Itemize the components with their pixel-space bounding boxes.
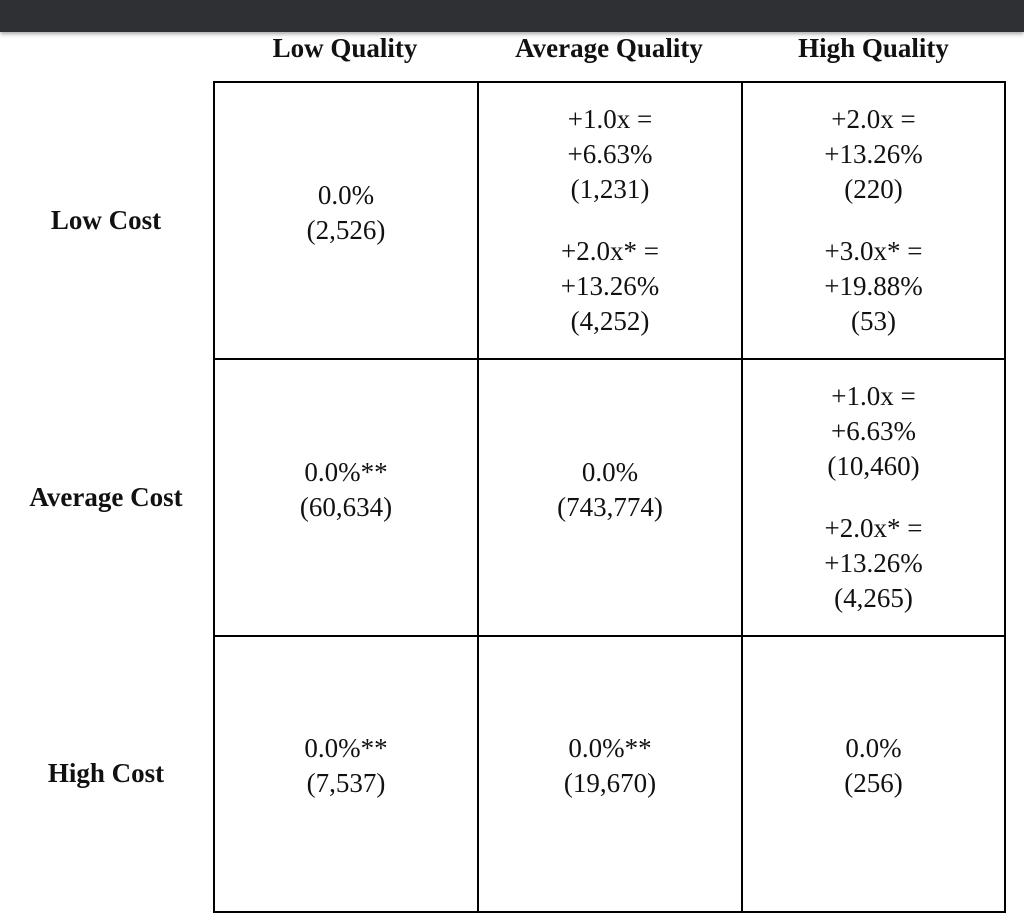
cell-percentage-alt: +13.26% xyxy=(824,548,923,578)
cell-count: (743,774) xyxy=(557,491,663,522)
cell-percentage: 0.0% xyxy=(317,179,375,210)
cell-count: (2,526) xyxy=(306,214,386,245)
cell-high-cost-low-quality: 0.0%** (7,537) xyxy=(215,637,479,911)
cell-count: (220) xyxy=(844,174,903,204)
cost-quality-matrix: 0.0% (2,526) +1.0x = +6.63% (1,231) +2.0… xyxy=(213,81,1006,913)
cell-percentage: +13.26% xyxy=(824,139,923,169)
cell-low-cost-average-quality: +1.0x = +6.63% (1,231) +2.0x* = +13.26% … xyxy=(479,83,743,360)
cell-high-cost-average-quality: 0.0%** (19,670) xyxy=(479,637,743,911)
row-header-high-cost: High Cost xyxy=(47,758,165,788)
cell-percentage: 0.0%** xyxy=(304,456,388,487)
cell-percentage: 0.0% xyxy=(845,733,902,763)
cell-multiplier-alt: +2.0x* = xyxy=(561,236,659,266)
cell-multiplier-alt: +2.0x* = xyxy=(824,513,923,543)
cell-percentage: +6.63% xyxy=(567,139,653,169)
cell-average-cost-high-quality: +1.0x = +6.63% (10,460) +2.0x* = +13.26%… xyxy=(743,360,1004,637)
cell-count: (1,231) xyxy=(570,174,650,204)
cell-percentage-alt: +19.88% xyxy=(824,271,923,301)
cell-percentage-alt: +13.26% xyxy=(560,271,660,301)
cell-count: (60,634) xyxy=(299,491,393,522)
cell-multiplier-alt: +3.0x* = xyxy=(824,236,923,266)
cell-multiplier: +1.0x = xyxy=(567,104,653,134)
column-header-low-quality: Low Quality xyxy=(272,33,418,63)
column-header-average-quality: Average Quality xyxy=(515,33,703,63)
top-toolbar xyxy=(0,0,1024,32)
cell-percentage: 0.0% xyxy=(581,456,639,487)
cell-percentage: 0.0%** xyxy=(304,733,388,763)
cell-average-cost-low-quality: 0.0%** (60,634) xyxy=(215,360,479,637)
cell-multiplier: +1.0x = xyxy=(831,381,916,411)
cell-count: (7,537) xyxy=(306,768,386,798)
cell-high-cost-high-quality: 0.0% (256) xyxy=(743,637,1004,911)
cell-count: (256) xyxy=(844,768,903,798)
cell-low-cost-high-quality: +2.0x = +13.26% (220) +3.0x* = +19.88% (… xyxy=(743,83,1004,360)
cell-average-cost-average-quality: 0.0% (743,774) xyxy=(479,360,743,637)
cell-count-alt: (4,252) xyxy=(570,306,650,336)
column-header-high-quality: High Quality xyxy=(798,33,949,63)
cell-low-cost-low-quality: 0.0% (2,526) xyxy=(215,83,479,360)
cell-percentage: +6.63% xyxy=(831,416,916,446)
cell-count: (19,670) xyxy=(563,768,657,798)
cell-count-alt: (53) xyxy=(851,306,896,336)
cell-percentage: 0.0%** xyxy=(568,733,652,763)
row-header-average-cost: Average Cost xyxy=(29,482,183,512)
cell-multiplier: +2.0x = xyxy=(831,104,916,134)
cell-count-alt: (4,265) xyxy=(834,583,913,613)
row-header-low-cost: Low Cost xyxy=(50,205,162,235)
cell-count: (10,460) xyxy=(827,451,920,481)
